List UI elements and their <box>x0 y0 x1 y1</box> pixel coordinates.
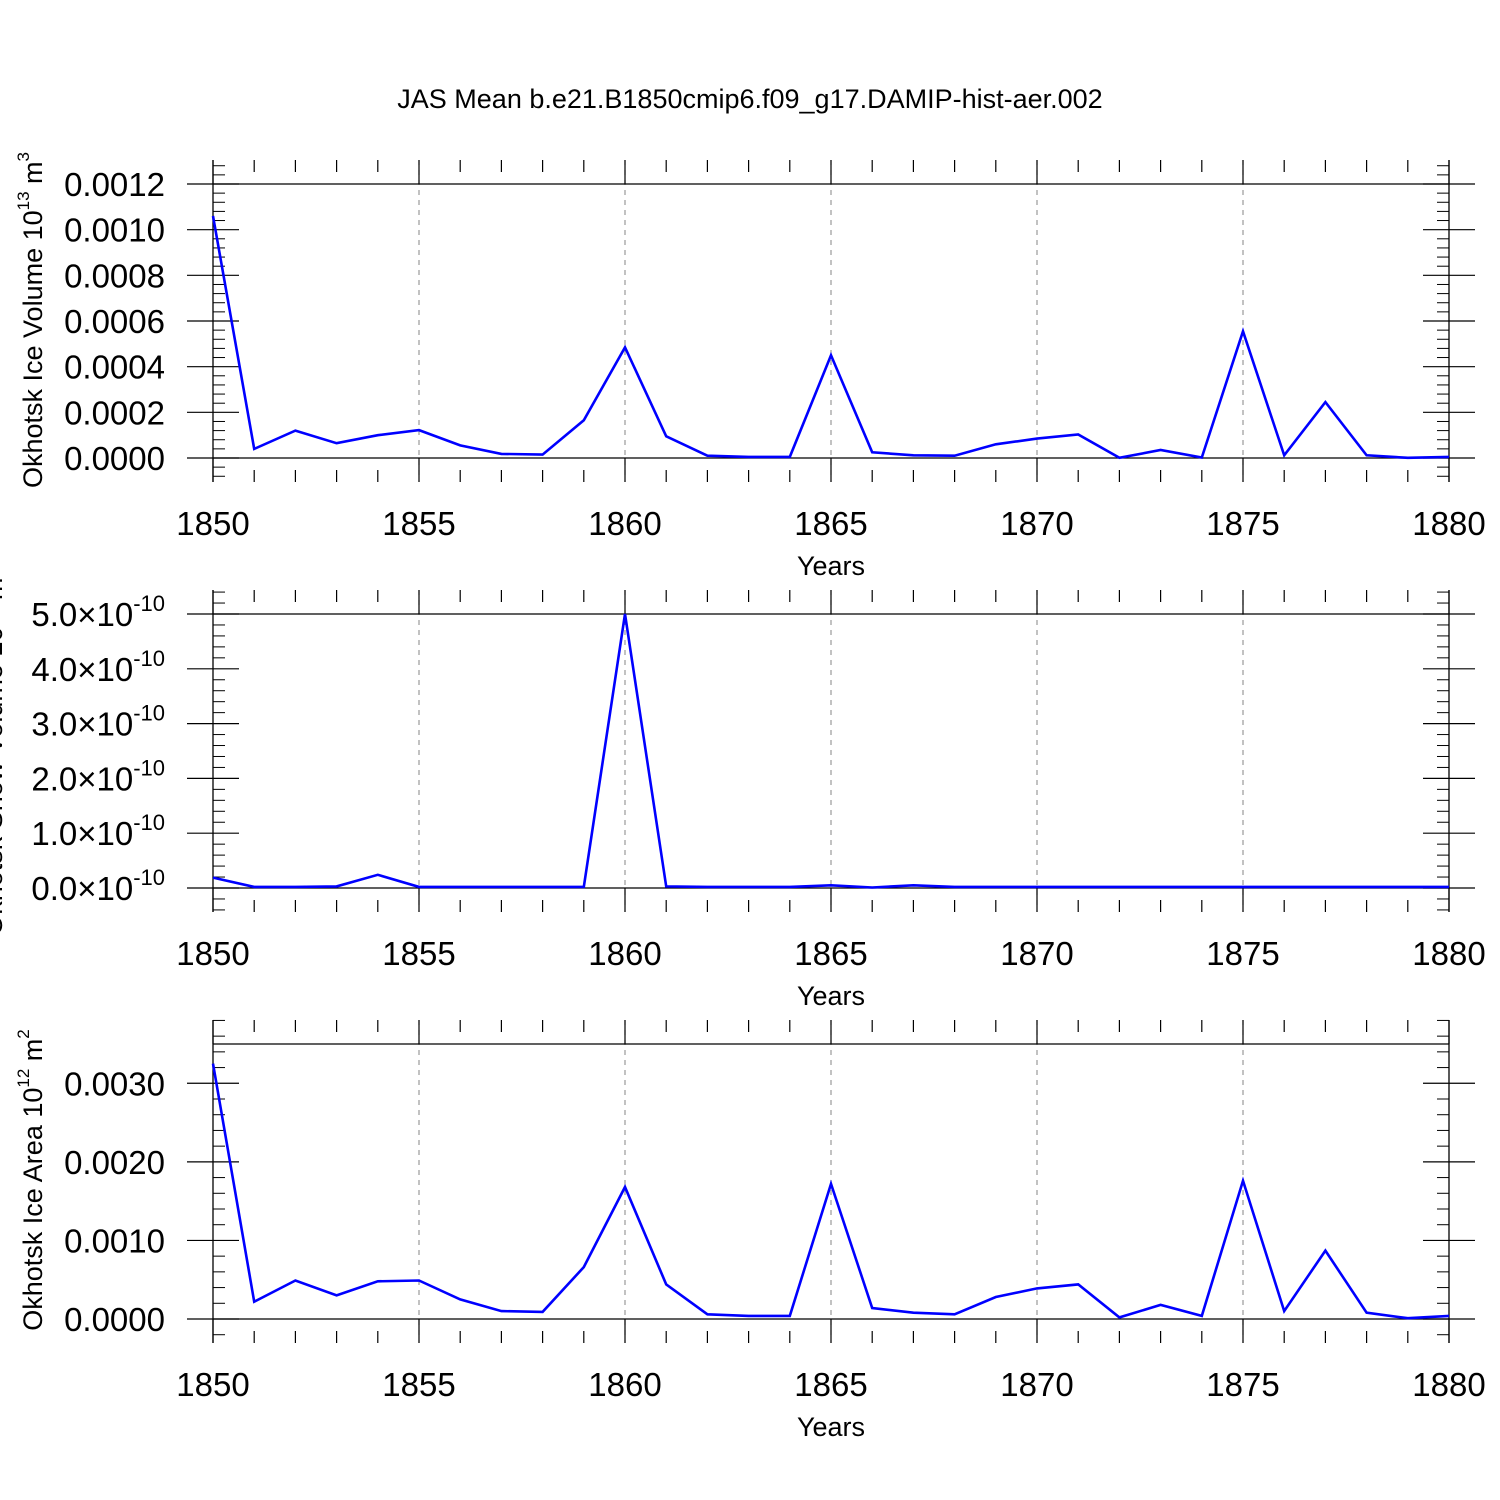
x-axis-label: Years <box>797 551 865 581</box>
x-tick-label: 1870 <box>1000 505 1073 542</box>
y-tick-label: 5.0×10-10 <box>31 591 165 633</box>
x-tick-label: 1860 <box>588 1366 661 1403</box>
panels: 0.00000.00020.00040.00060.00080.00100.00… <box>0 152 1486 1442</box>
y-axis-label: Okhotsk Ice Volume 1013 m3 <box>14 152 48 488</box>
x-tick-label: 1860 <box>588 935 661 972</box>
x-tick-label: 1850 <box>176 935 249 972</box>
chart-panel-3: 0.0000 0.0010 0.0020 0.0030 1850 1855 1860 1865… <box>14 1019 1486 1442</box>
y-tick-label: 0.0004 <box>64 349 165 386</box>
y-tick-label: 2.0×10-10 <box>31 755 165 797</box>
y-tick-label: 3.0×10-10 <box>31 701 165 743</box>
x-tick-label: 1855 <box>382 1366 455 1403</box>
data-series-line <box>212 613 1449 889</box>
y-tick-label: 0.0000 <box>64 1301 165 1338</box>
x-tick-label: 1860 <box>588 505 661 542</box>
data-series-line <box>211 215 1450 460</box>
x-tick-label: 1870 <box>1000 1366 1073 1403</box>
x-tick-label: 1880 <box>1412 505 1485 542</box>
x-tick-label: 1880 <box>1412 1366 1485 1403</box>
y-tick-label: 1.0×10-10 <box>31 810 165 852</box>
x-tick-label: 1875 <box>1206 505 1279 542</box>
x-tick-label: 1850 <box>176 505 249 542</box>
x-tick-label: 1855 <box>382 935 455 972</box>
y-tick-label: 0.0020 <box>64 1144 165 1181</box>
x-tick-label: 1865 <box>794 1366 867 1403</box>
y-tick-label: 0.0008 <box>64 257 165 294</box>
data-series-line <box>211 1063 1450 1320</box>
x-tick-label: 1875 <box>1206 1366 1279 1403</box>
y-tick-label: 0.0006 <box>64 303 165 340</box>
y-tick-label: 4.0×10-10 <box>31 646 165 688</box>
y-tick-label: 0.0030 <box>64 1065 165 1102</box>
y-tick-label: 0.0002 <box>64 394 165 431</box>
y-tick-label: 0.0010 <box>64 1222 165 1259</box>
x-axis-label: Years <box>797 981 865 1011</box>
x-tick-label: 1870 <box>1000 935 1073 972</box>
y-tick-label: 0.0010 <box>64 212 165 249</box>
x-tick-label: 1875 <box>1206 935 1279 972</box>
y-tick-label: 0.0012 <box>64 166 165 203</box>
chart-panel-2: 0.0×10-10 1.0×10-10 2.0×10-10 3.0×10-10 4.0×… <box>0 568 1486 1011</box>
y-tick-label: 0.0×10-10 <box>31 865 165 907</box>
x-axis-label: Years <box>797 1412 865 1442</box>
chart-panel-1: 0.0000 0.0002 0.0004 0.0006 0.0008 0.0010 0.00… <box>14 152 1486 581</box>
y-axis-label: Okhotsk Ice Area 1012 m2 <box>14 1029 48 1331</box>
x-tick-label: 1865 <box>794 505 867 542</box>
x-tick-label: 1855 <box>382 505 455 542</box>
figure-title: JAS Mean b.e21.B1850cmip6.f09_g17.DAMIP-… <box>397 84 1102 114</box>
x-tick-label: 1880 <box>1412 935 1485 972</box>
x-tick-label: 1850 <box>176 1366 249 1403</box>
x-tick-label: 1865 <box>794 935 867 972</box>
y-tick-label: 0.0000 <box>64 440 165 477</box>
y-axis-label: Okhotsk Snow Volume 1013 m3 <box>0 568 8 936</box>
